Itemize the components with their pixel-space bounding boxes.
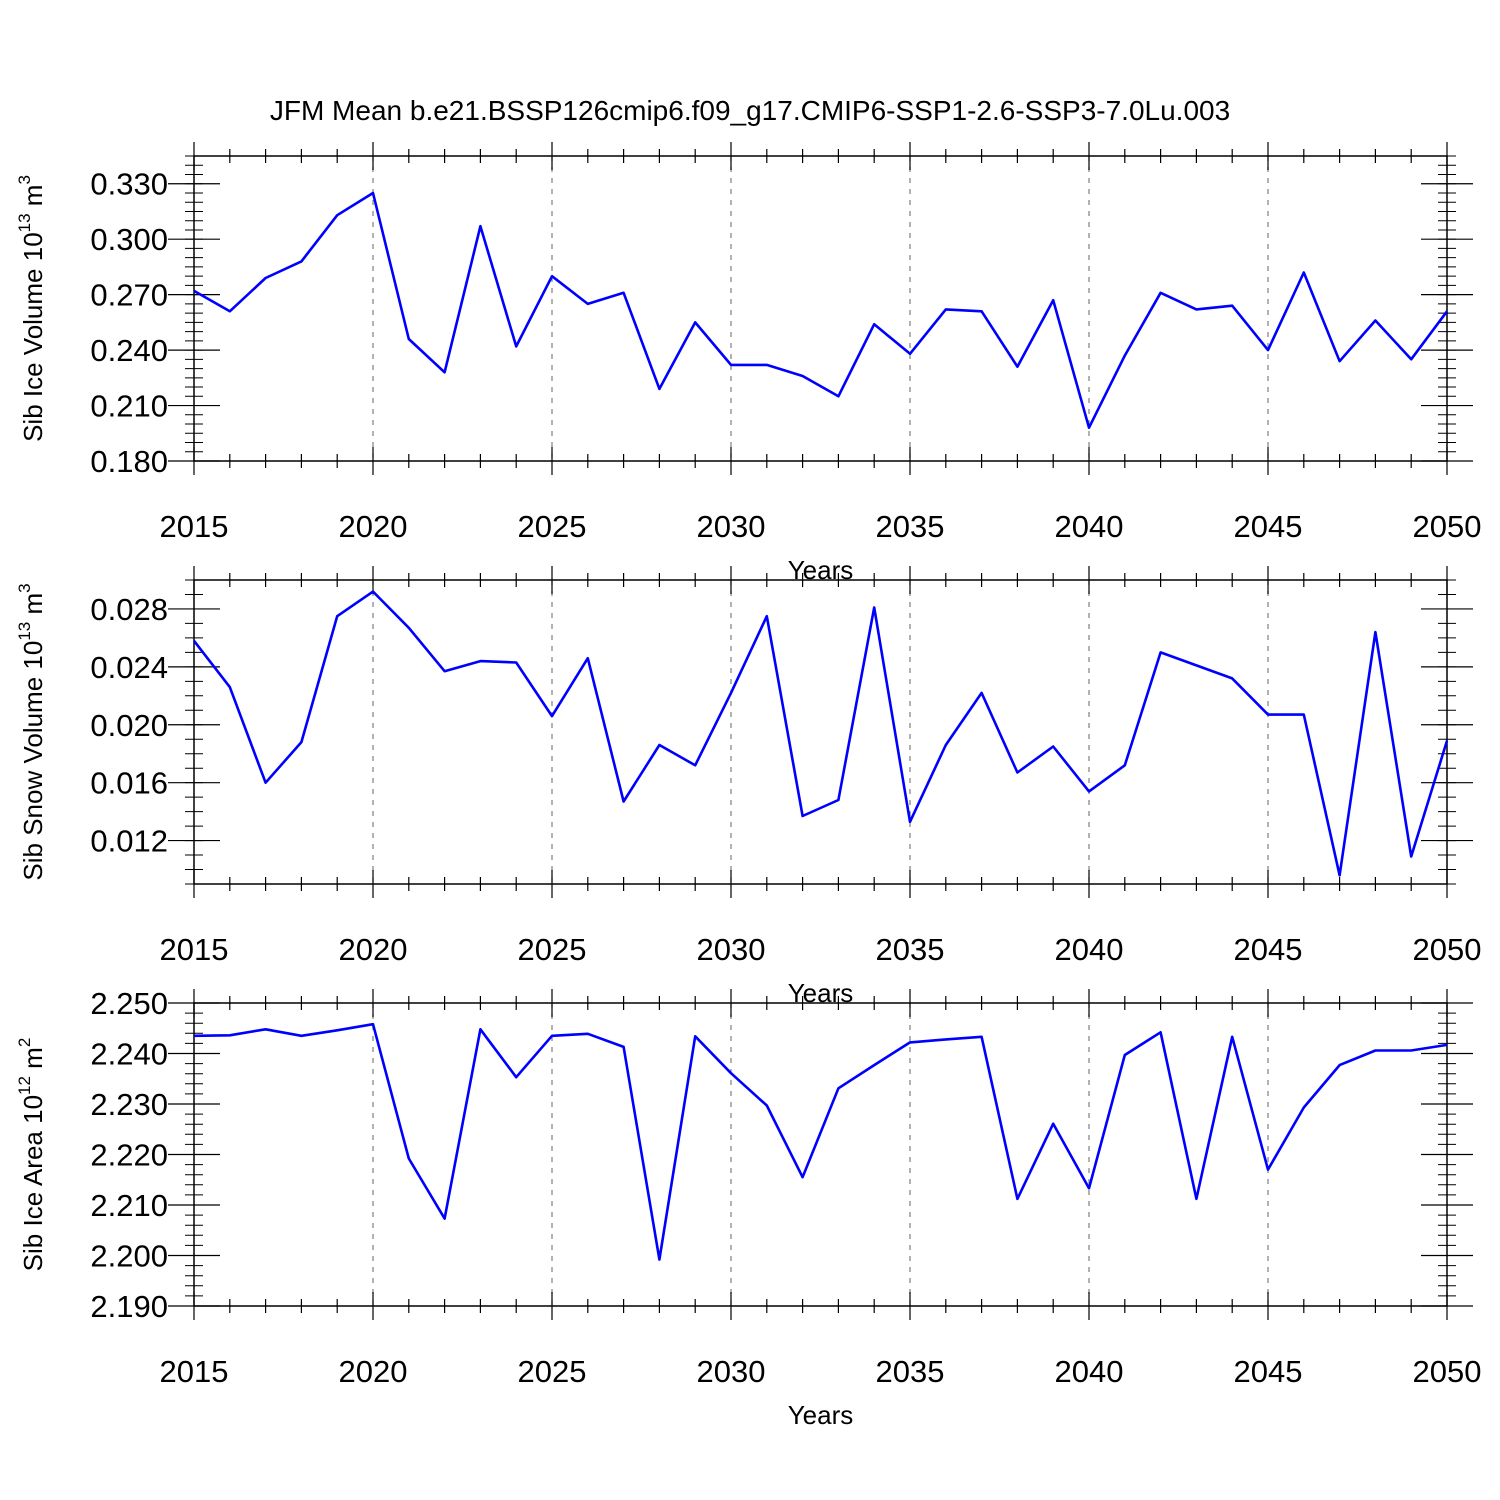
- ice-area-y-tick-labels: 2.190 2.200 2.210 2.220 2.230 2.240 2.250: [90, 986, 168, 1324]
- ice-volume-y-tick-label: 0.210: [90, 389, 168, 424]
- ice-volume-x-tick-label: 2020: [339, 509, 408, 544]
- figure-title: JFM Mean b.e21.BSSP126cmip6.f09_g17.CMIP…: [270, 95, 1230, 126]
- ice-area-y-tick-label: 2.230: [90, 1087, 168, 1122]
- ice-area-plot-frame: [193, 1002, 1448, 1307]
- snow-volume-x-tick-label: 2015: [160, 932, 229, 967]
- snow-volume-plot-frame: [193, 579, 1448, 885]
- ice-area-panel: 2.190 2.200 2.210 2.220 2.230 2.240 2.250 2015…: [15, 986, 1481, 1430]
- ice-volume-x-tick-label: 2025: [518, 509, 587, 544]
- ice-area-y-tick-label: 2.190: [90, 1289, 168, 1324]
- ice-area-y-tick-label: 2.240: [90, 1037, 168, 1072]
- ice-volume-x-tick-label: 2035: [876, 509, 945, 544]
- ice-area-x-tick-label: 2025: [518, 1354, 587, 1389]
- ice-volume-y-tick-label: 0.180: [90, 444, 168, 479]
- snow-volume-y-tick-labels: 0.012 0.016 0.020 0.024 0.028: [90, 592, 168, 859]
- snow-volume-x-tick-labels: 2015 2020 2025 2030 2035 2040 2045 2050: [160, 932, 1482, 967]
- snow-volume-y-tick-label: 0.024: [90, 650, 168, 685]
- ice-volume-y-tick-label: 0.300: [90, 222, 168, 257]
- ice-area-y-axis-label: Sib Ice Area 1012 m2: [15, 1038, 48, 1272]
- ice-area-x-axis-label: Years: [788, 1400, 854, 1430]
- ice-area-x-tick-labels: 2015 2020 2025 2030 2035 2040 2045 2050: [160, 1354, 1482, 1389]
- ice-area-y-tick-label: 2.250: [90, 986, 168, 1021]
- snow-volume-vgrid: [372, 580, 1269, 884]
- snow-volume-y-tick-label: 0.016: [90, 766, 168, 801]
- ice-volume-y-axis-label: Sib Ice Volume 1013 m3: [15, 175, 48, 442]
- ice-volume-x-tick-label: 2045: [1234, 509, 1303, 544]
- ice-area-y-tick-label: 2.200: [90, 1239, 168, 1274]
- ice-area-x-tick-label: 2035: [876, 1354, 945, 1389]
- ice-area-y-tick-label: 2.210: [90, 1188, 168, 1223]
- ice-area-x-tick-label: 2040: [1055, 1354, 1124, 1389]
- ice-volume-plot-frame: [193, 155, 1448, 462]
- snow-volume-x-tick-label: 2050: [1413, 932, 1482, 967]
- snow-volume-line: [192, 590, 1449, 877]
- ice-volume-line: [193, 191, 1449, 429]
- ice-volume-x-tick-labels: 2015 2020 2025 2030 2035 2040 2045 2050: [160, 509, 1482, 544]
- ice-volume-ticks: [168, 142, 1473, 475]
- snow-volume-x-tick-label: 2045: [1234, 932, 1303, 967]
- snow-volume-x-tick-label: 2025: [518, 932, 587, 967]
- ice-volume-x-tick-label: 2030: [697, 509, 766, 544]
- snow-volume-y-tick-label: 0.020: [90, 708, 168, 743]
- ice-area-x-tick-label: 2015: [160, 1354, 229, 1389]
- snow-volume-y-tick-label: 0.028: [90, 592, 168, 627]
- ice-volume-y-tick-label: 0.270: [90, 278, 168, 313]
- snow-volume-y-tick-label: 0.012: [90, 824, 168, 859]
- ice-volume-x-tick-label: 2015: [160, 509, 229, 544]
- snow-volume-x-tick-label: 2040: [1055, 932, 1124, 967]
- ice-area-x-tick-label: 2045: [1234, 1354, 1303, 1389]
- snow-volume-x-tick-label: 2030: [697, 932, 766, 967]
- snow-volume-x-tick-label: 2020: [339, 932, 408, 967]
- ice-volume-y-tick-labels: 0.180 0.210 0.240 0.270 0.300 0.330: [90, 167, 168, 479]
- ice-volume-x-tick-label: 2040: [1055, 509, 1124, 544]
- snow-volume-y-axis-label: Sib Snow Volume 1013 m3: [15, 583, 48, 880]
- ice-area-y-tick-label: 2.220: [90, 1138, 168, 1173]
- ice-area-x-tick-label: 2050: [1413, 1354, 1482, 1389]
- ice-volume-x-tick-label: 2050: [1413, 509, 1482, 544]
- snow-volume-x-tick-label: 2035: [876, 932, 945, 967]
- snow-volume-ticks: [168, 566, 1473, 898]
- ice-area-line: [193, 1022, 1448, 1261]
- ice-volume-y-tick-label: 0.330: [90, 167, 168, 202]
- ice-volume-y-tick-label: 0.240: [90, 333, 168, 368]
- ice-volume-vgrid: [372, 156, 1269, 461]
- ice-area-x-tick-label: 2020: [339, 1354, 408, 1389]
- ice-area-x-tick-label: 2030: [697, 1354, 766, 1389]
